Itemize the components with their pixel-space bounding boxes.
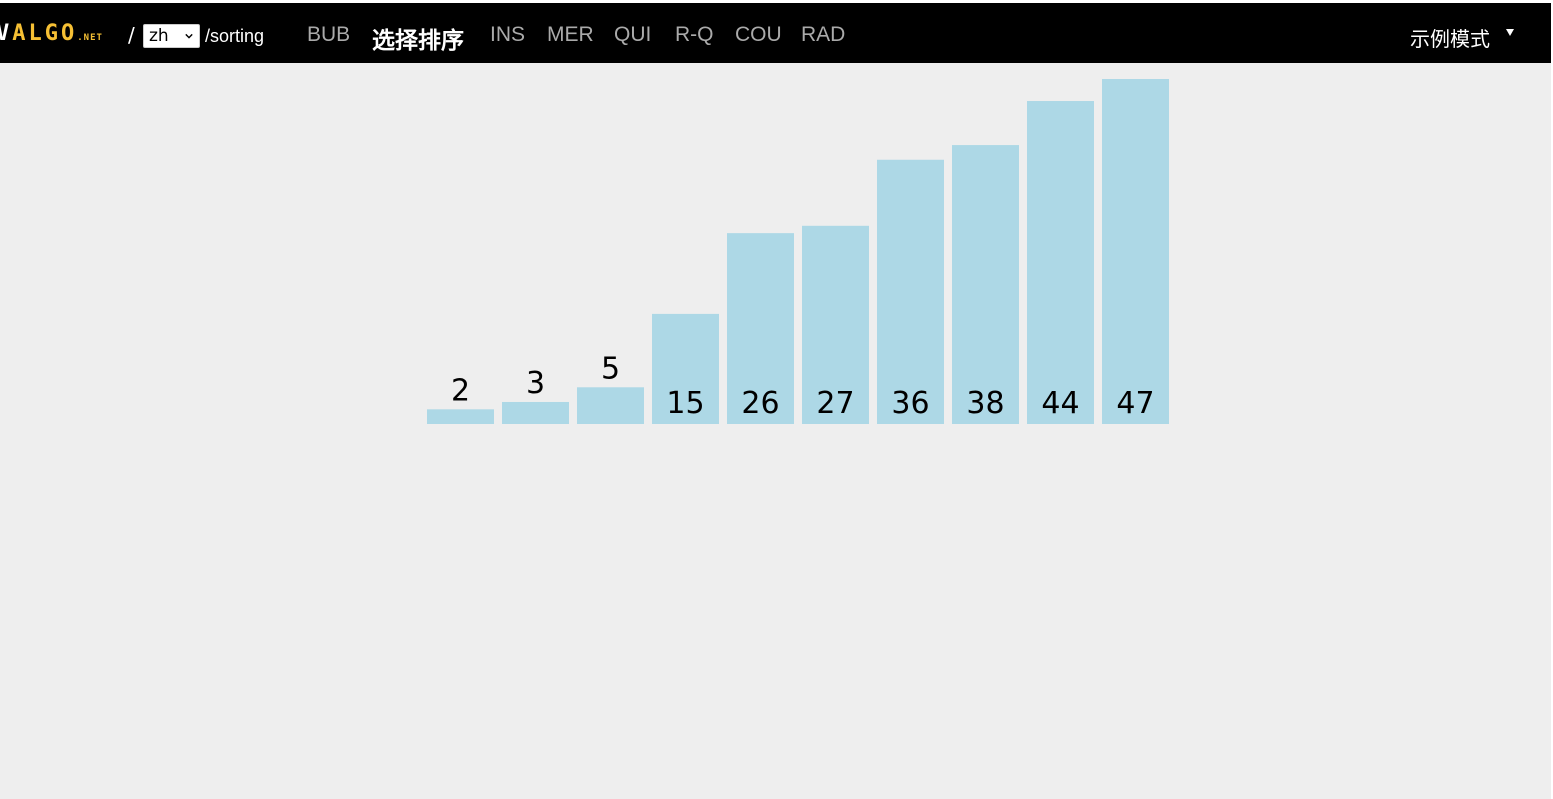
language-select[interactable]: zh <box>143 24 200 48</box>
bar-label-4: 26 <box>741 386 779 421</box>
bar-label-3: 15 <box>666 386 704 421</box>
nav-item-counting[interactable]: COU <box>735 23 782 46</box>
top-navigation-bar: VALGO .NET / zh /sorting BUB 选择排序 INS ME… <box>0 3 1553 63</box>
nav-item-quick[interactable]: QUI <box>614 23 652 46</box>
nav-item-radix[interactable]: RAD <box>801 23 846 46</box>
bar-3 <box>652 313 719 424</box>
bar-2 <box>577 387 644 424</box>
logo-algo: ALGO <box>12 21 78 46</box>
bar-4 <box>727 233 794 424</box>
nav-item-selection[interactable]: 选择排序 <box>372 28 464 54</box>
path-separator: / <box>128 23 135 47</box>
bar-label-8: 44 <box>1041 386 1079 421</box>
logo-net: .NET <box>77 33 103 43</box>
bar-5 <box>802 225 869 424</box>
visualgo-logo[interactable]: VALGO .NET <box>0 21 103 47</box>
bar-7 <box>952 145 1019 424</box>
bar-6 <box>877 159 944 424</box>
bar-0 <box>427 409 494 424</box>
language-value: zh <box>149 26 169 46</box>
logo-v: V <box>0 21 13 46</box>
bar-label-5: 27 <box>816 386 854 421</box>
bar-label-6: 36 <box>891 386 929 421</box>
bar-1 <box>502 401 569 424</box>
bar-8 <box>1027 101 1094 425</box>
top-strip <box>0 0 1553 3</box>
mode-dropdown[interactable]: 示例模式 <box>1410 27 1490 51</box>
bar-label-0: 2 <box>451 373 470 408</box>
nav-item-bubble[interactable]: BUB <box>307 23 351 46</box>
nav-item-random-quick[interactable]: R-Q <box>675 23 714 46</box>
nav-item-merge[interactable]: MER <box>547 23 594 46</box>
chevron-down-icon <box>185 33 193 39</box>
page-edge <box>1551 0 1553 799</box>
caret-down-icon[interactable] <box>1506 29 1514 36</box>
bar-9 <box>1102 79 1169 424</box>
page-path: /sorting <box>205 26 265 46</box>
bar-label-9: 47 <box>1116 386 1154 421</box>
bar-label-2: 5 <box>601 351 620 386</box>
nav-item-insertion[interactable]: INS <box>490 23 526 46</box>
bar-label-7: 38 <box>966 386 1004 421</box>
bar-label-1: 3 <box>526 366 545 401</box>
